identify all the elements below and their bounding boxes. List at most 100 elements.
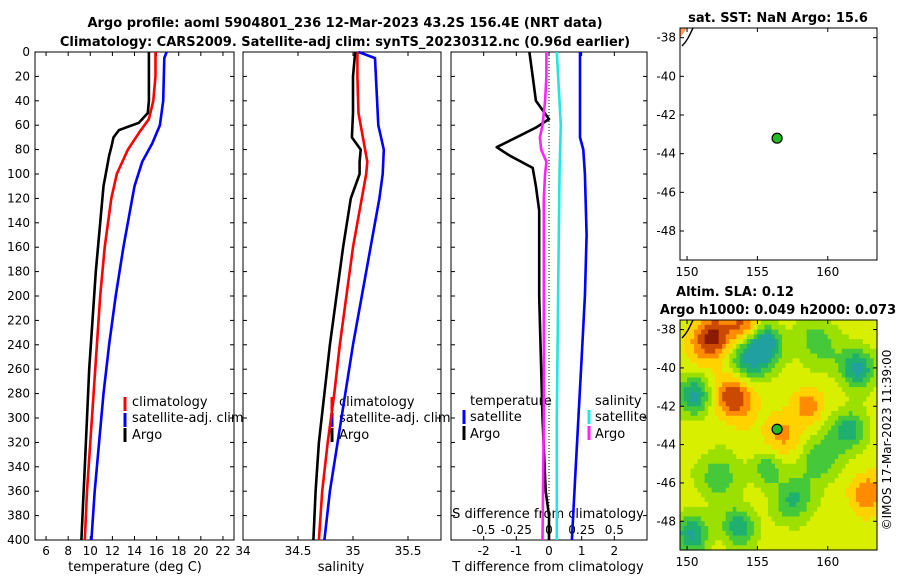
heat-cell — [859, 320, 864, 326]
heat-cell — [792, 506, 797, 513]
heat-cell — [848, 411, 853, 417]
heat-cell — [774, 449, 780, 455]
heat-cell — [817, 339, 822, 345]
heat-cell — [701, 492, 706, 498]
heat-cell — [859, 329, 864, 335]
x-tick-label: 155 — [746, 555, 769, 569]
heat-cell — [873, 406, 878, 412]
heat-cell — [873, 516, 878, 522]
heat-cell — [820, 540, 825, 546]
heat-cell — [774, 521, 780, 527]
heat-cell — [778, 502, 783, 508]
heat-cell — [789, 463, 794, 470]
heat-cell — [855, 415, 861, 422]
heat-cell — [701, 329, 706, 335]
heat-cell — [862, 463, 868, 470]
x-tick-label: 8 — [64, 544, 72, 558]
heat-cell — [764, 449, 769, 455]
heat-cell — [697, 430, 702, 436]
series-line-t-argo — [495, 51, 551, 540]
heat-cell — [708, 526, 713, 532]
heat-cell — [810, 468, 815, 474]
heat-cell — [708, 339, 713, 345]
heat-cell — [817, 363, 822, 369]
heat-cell — [810, 367, 815, 374]
heat-cell — [739, 454, 744, 460]
heat-cell — [725, 387, 730, 393]
heat-cell — [683, 430, 688, 436]
heat-cell — [841, 540, 846, 546]
heat-cell — [803, 540, 808, 546]
heat-cell — [820, 530, 825, 537]
heat-cell — [778, 468, 783, 474]
heat-cell — [834, 511, 839, 518]
heat-cell — [732, 482, 737, 489]
heat-cell — [683, 497, 688, 503]
heat-cell — [831, 497, 836, 503]
heat-cell — [796, 473, 801, 479]
heat-cell — [694, 511, 699, 518]
heat-cell — [718, 444, 723, 450]
heat-cell — [774, 363, 780, 369]
heat-cell — [834, 502, 839, 508]
heat-cell — [831, 363, 836, 369]
heat-cell — [799, 387, 804, 393]
heat-cell — [708, 329, 713, 335]
heat-cell — [827, 324, 832, 331]
heat-cell — [873, 439, 878, 446]
heat-cell — [869, 521, 875, 527]
heat-cell — [796, 468, 801, 474]
heat-cell — [736, 334, 741, 340]
heat-cell — [827, 411, 832, 417]
heat-cell — [774, 320, 780, 326]
heat-cell — [680, 406, 685, 412]
heat-cell — [852, 343, 857, 350]
heat-cell — [764, 372, 769, 379]
heat-cell — [838, 540, 843, 546]
heat-cell — [799, 540, 804, 546]
heat-cell — [845, 502, 850, 508]
heat-cell — [859, 482, 864, 489]
heat-cell — [704, 435, 709, 441]
heat-cell — [708, 430, 713, 436]
heat-cell — [827, 406, 832, 412]
heat-cell — [743, 521, 748, 527]
heat-cell — [796, 382, 801, 388]
heat-cell — [873, 320, 878, 326]
heat-cell — [732, 367, 737, 374]
heat-cell — [722, 463, 727, 470]
heat-cell — [760, 516, 766, 522]
heat-cell — [841, 497, 846, 503]
heat-cell — [771, 358, 776, 364]
heat-cell — [841, 425, 846, 431]
heat-cell — [785, 540, 790, 546]
x-tick-label: 35 — [345, 544, 360, 558]
heat-cell — [778, 396, 783, 403]
heat-cell — [697, 530, 702, 537]
heat-cell — [711, 439, 716, 446]
heat-cell — [799, 339, 804, 345]
heat-cell — [827, 425, 832, 431]
heat-cell — [694, 334, 699, 340]
heat-cell — [834, 377, 839, 383]
heat-cell — [722, 487, 727, 494]
heat-cell — [701, 463, 706, 470]
heat-cell — [736, 530, 741, 537]
x-tick-label: 150 — [676, 265, 699, 279]
heat-cell — [862, 415, 868, 422]
heat-cell — [736, 478, 741, 484]
heat-cell — [690, 492, 695, 498]
heat-cell — [778, 454, 783, 460]
heat-cell — [722, 502, 727, 508]
heat-cell — [796, 391, 801, 398]
heat-cell — [736, 439, 741, 446]
heat-cell — [704, 521, 709, 527]
heat-cell — [722, 439, 727, 446]
heat-cell — [746, 492, 751, 498]
heat-cell — [838, 377, 843, 383]
heat-cell — [750, 468, 755, 474]
heat-cell — [824, 387, 829, 393]
heat-cell — [708, 387, 713, 393]
heat-cell — [729, 463, 734, 470]
heat-cell — [757, 435, 762, 441]
